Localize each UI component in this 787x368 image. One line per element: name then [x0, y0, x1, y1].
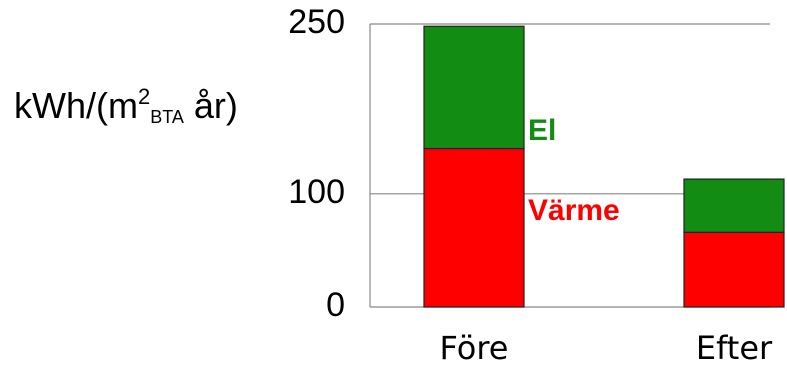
series-label: El	[528, 114, 556, 147]
series-label: Värme	[528, 194, 620, 227]
bar-segment	[423, 25, 525, 150]
x-tick-label: Före	[440, 329, 509, 367]
bar-segment	[683, 178, 785, 233]
y-tick-label: 100	[288, 173, 345, 211]
y-tick-label: 250	[288, 3, 345, 41]
y-label-part: kWh/(m	[14, 85, 138, 126]
x-tick-label: Efter	[696, 329, 773, 367]
bar-segment	[683, 231, 785, 308]
y-axis-label: kWh/(m2BTA år)	[14, 84, 238, 127]
bar-segment	[423, 147, 525, 308]
y-label-sub: BTA	[150, 107, 184, 127]
y-label-sup: 2	[138, 84, 150, 109]
y-tick-label: 0	[326, 286, 345, 324]
y-label-part: år)	[184, 85, 238, 126]
